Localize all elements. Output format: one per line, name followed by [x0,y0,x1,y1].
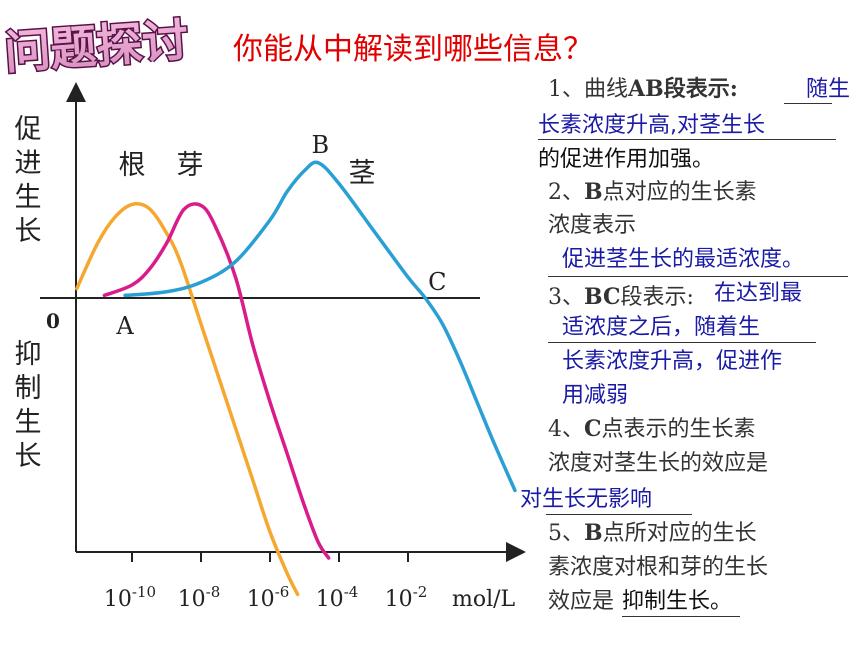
q2-line1: 2、B点对应的生长素 [548,179,757,205]
q3-answer-line3: 长素浓度升高，促进作 [562,349,783,374]
x-tick-label: 10-2 [385,583,428,612]
y-negative-label: 抑制生长 [15,339,42,472]
x-unit-label: mol/L [452,587,516,612]
badge-title: 问题探讨 [3,13,190,78]
point-label-A: A [115,312,134,340]
series-labels: 根芽 茎 [119,150,376,189]
q2-line2: 浓度表示 [548,213,637,238]
point-label-B: B [311,131,329,159]
question-heading: 你能从中解读到哪些信息？ [233,32,593,67]
q5-line2: 素浓度对根和芽的生长 [548,555,769,580]
q5-line1: 5、B点所对应的生长 [548,520,757,546]
x-tick-label: 10-10 [104,583,156,612]
svg-text:长: 长 [15,216,42,247]
series-label-2: 茎 [349,158,376,189]
origin-label: 0 [46,309,60,333]
q1-answer-part2: 长素浓度升高,对茎生长 [538,113,765,138]
q3-line1: 3、BC段表示: [548,284,694,310]
q3-answer-line4: 用减弱 [562,383,629,408]
q3-answer-line1: 在达到最 [714,281,803,306]
title-badge: 问题探讨 [1,11,191,78]
svg-text:促: 促 [15,114,42,145]
q5-answer: 抑制生长。 [622,589,733,614]
q4-line1: 4、C点表示的生长素 [548,416,756,442]
q3-answer-line2: 适浓度之后，随着生 [562,315,761,340]
series-curve-1 [102,202,331,560]
q5-underline [622,616,740,617]
curves [75,160,517,597]
series-curve-2 [123,160,517,493]
q3-underline [548,342,816,343]
svg-text:生: 生 [15,182,42,213]
q1-answer-part3: 的促进作用加强。 [538,147,715,172]
svg-text:长: 长 [15,441,42,472]
point-labels: A B C [115,131,446,340]
series-label-0: 根 [119,150,146,181]
q5-line3: 效应是 [548,589,615,614]
x-tick-label: 10-4 [316,583,359,612]
q2-underline [548,276,848,277]
x-ticks: 10-10 10-8 10-6 10-4 10-2 [104,552,427,612]
q2-answer: 促进茎生长的最适浓度。 [562,247,805,272]
q4-underline [546,514,692,515]
svg-text:生: 生 [15,407,42,438]
q4-answer: 对生长无影响 [520,487,653,512]
q1-answer-part1: 随生 [806,77,851,102]
q1-underline1 [784,103,832,104]
series-label-1: 芽 [177,150,204,181]
x-tick-label: 10-8 [178,583,221,612]
q1-underline2 [538,139,836,140]
series-curve-0 [75,202,300,597]
svg-text:制: 制 [15,373,42,404]
svg-text:进: 进 [15,148,42,179]
x-tick-label: 10-6 [247,583,290,612]
q4-line2: 浓度对茎生长的效应是 [548,451,769,476]
point-label-C: C [428,268,446,296]
svg-text:抑: 抑 [15,339,42,370]
q1-line1: 1、曲线AB段表示: [548,76,738,102]
